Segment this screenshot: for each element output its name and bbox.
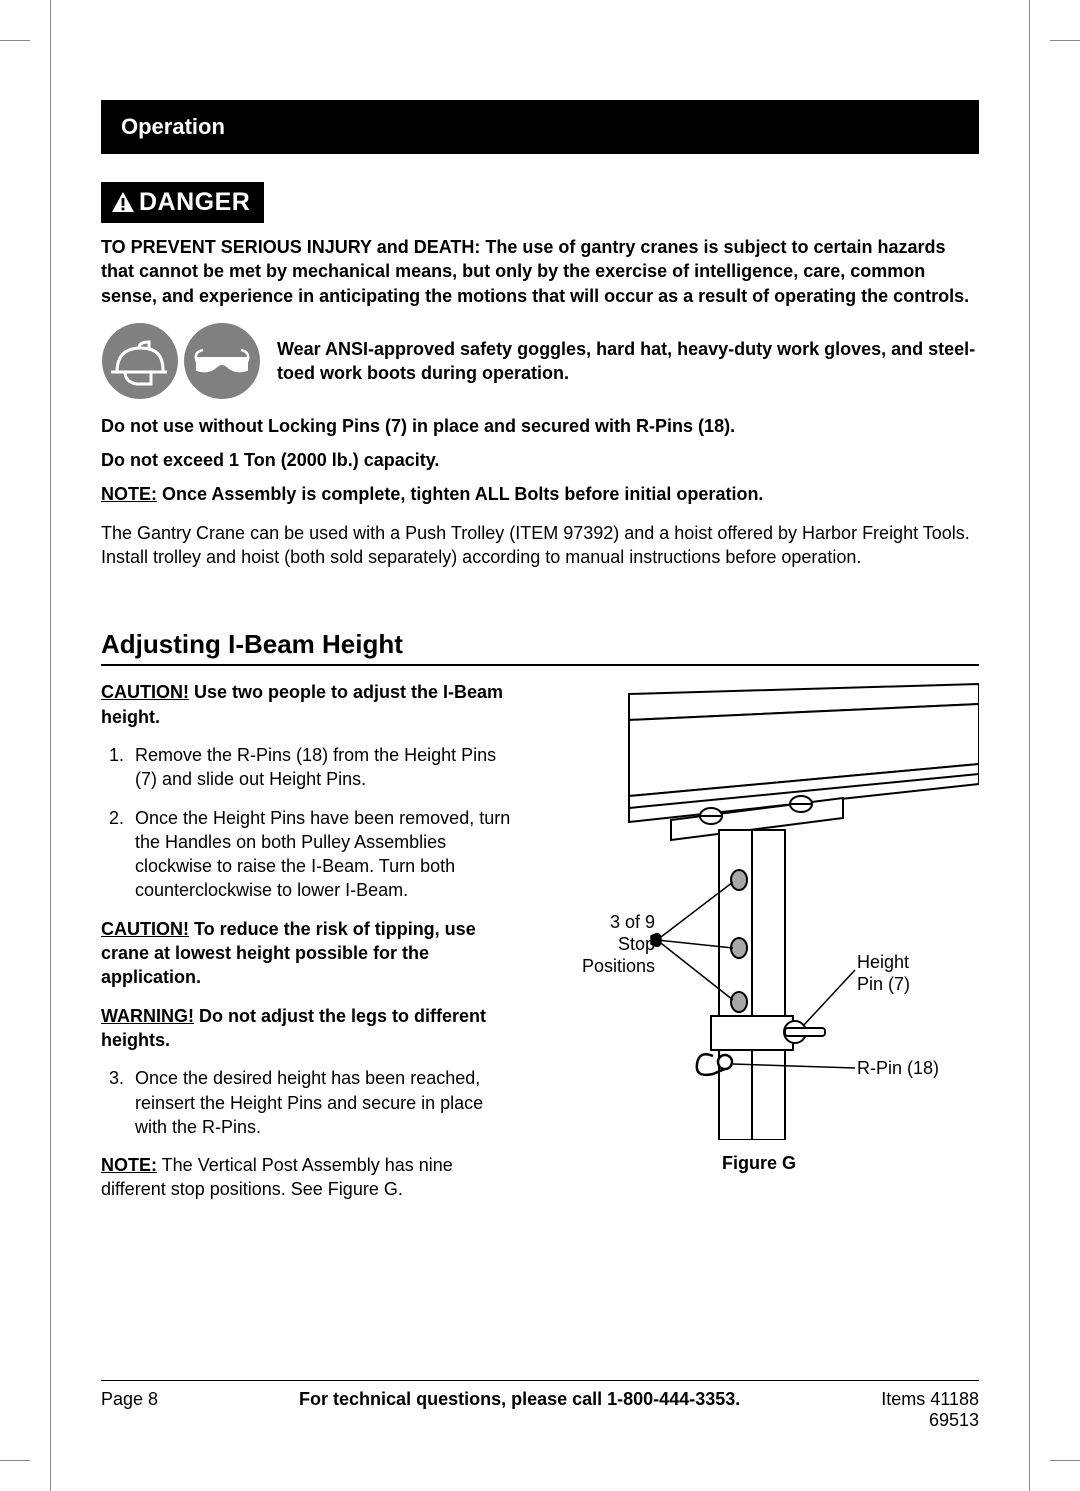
hardhat-icon [101, 322, 179, 400]
danger-badge: DANGER [101, 182, 264, 223]
warning-prefix: WARNING! [101, 1006, 194, 1026]
goggles-icon [183, 322, 261, 400]
steps-list-2: Once the desired height has been reached… [101, 1066, 515, 1139]
crop-mark [1050, 40, 1080, 41]
note-prefix: NOTE: [101, 484, 157, 504]
footer-page: Page 8 [101, 1389, 158, 1431]
label-line: Pin (7) [857, 974, 910, 994]
crop-mark [0, 40, 30, 41]
label-height-pin: Height Pin (7) [857, 952, 910, 995]
warning-legs: WARNING! Do not adjust the legs to diffe… [101, 1004, 515, 1053]
footer-items-label: Items [881, 1389, 925, 1409]
step-3: Once the desired height has been reached… [129, 1066, 515, 1139]
note-rest: Once Assembly is complete, tighten ALL B… [157, 484, 763, 504]
danger-label: DANGER [139, 188, 250, 216]
figure-g: 3 of 9 Stop Positions Height Pin (7) R-P… [539, 680, 979, 1174]
footer-item1: 41188 [930, 1389, 979, 1409]
note2-prefix: NOTE: [101, 1155, 157, 1175]
section-header: Operation [101, 100, 979, 154]
label-line: Stop [618, 934, 655, 954]
caution-two-people: CAUTION! Use two people to adjust the I-… [101, 680, 515, 729]
label-line: Positions [582, 956, 655, 976]
body-text: The Gantry Crane can be used with a Push… [101, 521, 979, 570]
warn-capacity: Do not exceed 1 Ton (2000 lb.) capacity. [101, 448, 979, 472]
label-line: 3 of 9 [610, 912, 655, 932]
page-container: Operation DANGER TO PREVENT SERIOUS INJU… [50, 0, 1030, 1491]
warn-note: NOTE: Once Assembly is complete, tighten… [101, 482, 979, 506]
crop-mark [1050, 1460, 1080, 1461]
footer-center: For technical questions, please call 1-8… [158, 1389, 881, 1431]
two-column-layout: CAUTION! Use two people to adjust the I-… [101, 680, 979, 1201]
danger-text: TO PREVENT SERIOUS INJURY and DEATH: The… [101, 235, 979, 308]
safety-row: Wear ANSI-approved safety goggles, hard … [101, 322, 979, 400]
right-column: 3 of 9 Stop Positions Height Pin (7) R-P… [539, 680, 979, 1174]
left-column: CAUTION! Use two people to adjust the I-… [101, 680, 515, 1201]
step-2: Once the Height Pins have been removed, … [129, 806, 515, 903]
footer-item2: 69513 [929, 1410, 979, 1430]
label-line: Height [857, 952, 909, 972]
figure-caption: Figure G [539, 1153, 979, 1174]
subheading: Adjusting I-Beam Height [101, 629, 979, 666]
caution-prefix: CAUTION! [101, 682, 189, 702]
note-positions: NOTE: The Vertical Post Assembly has nin… [101, 1153, 515, 1202]
warning-triangle-icon [111, 191, 135, 213]
crop-mark [0, 1460, 30, 1461]
caution2-prefix: CAUTION! [101, 919, 189, 939]
safety-text: Wear ANSI-approved safety goggles, hard … [277, 337, 979, 386]
steps-list: Remove the R-Pins (18) from the Height P… [101, 743, 515, 903]
footer-items: Items 41188 69513 [881, 1389, 979, 1431]
step-1: Remove the R-Pins (18) from the Height P… [129, 743, 515, 792]
page-footer: Page 8 For technical questions, please c… [101, 1380, 979, 1431]
safety-icons [101, 322, 261, 400]
warn-locking-pins: Do not use without Locking Pins (7) in p… [101, 414, 979, 438]
caution-tipping: CAUTION! To reduce the risk of tipping, … [101, 917, 515, 990]
label-stop-positions: 3 of 9 Stop Positions [545, 912, 655, 977]
label-r-pin: R-Pin (18) [857, 1058, 939, 1080]
